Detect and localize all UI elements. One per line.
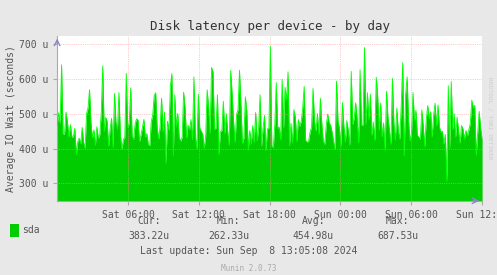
Text: Last update: Sun Sep  8 13:05:08 2024: Last update: Sun Sep 8 13:05:08 2024: [140, 246, 357, 256]
Text: Munin 2.0.73: Munin 2.0.73: [221, 264, 276, 273]
Text: 687.53u: 687.53u: [377, 231, 418, 241]
Text: 454.98u: 454.98u: [293, 231, 333, 241]
Y-axis label: Average IO Wait (seconds): Average IO Wait (seconds): [6, 45, 16, 192]
Text: 262.33u: 262.33u: [208, 231, 249, 241]
Text: Avg:: Avg:: [301, 216, 325, 226]
Text: Min:: Min:: [217, 216, 241, 226]
Text: sda: sda: [22, 226, 39, 235]
Title: Disk latency per device - by day: Disk latency per device - by day: [150, 20, 390, 33]
Text: Cur:: Cur:: [137, 216, 161, 226]
Text: 383.22u: 383.22u: [129, 231, 169, 241]
Text: RRDTOOL / TOBI OETIKER: RRDTOOL / TOBI OETIKER: [487, 77, 492, 160]
Text: Max:: Max:: [386, 216, 410, 226]
